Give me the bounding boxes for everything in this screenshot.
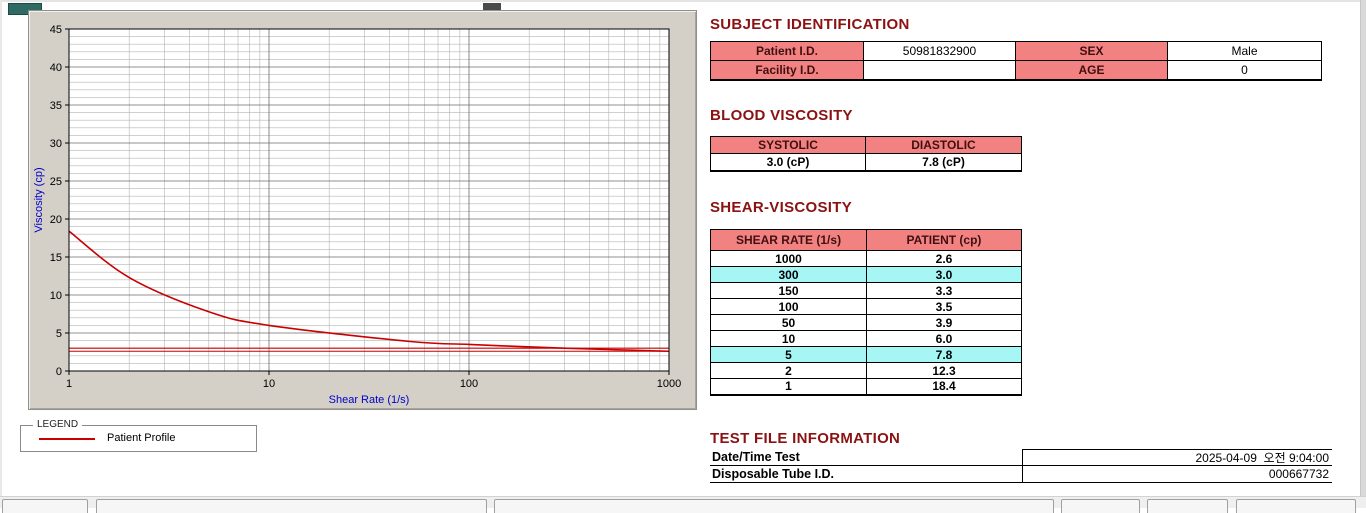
table-row: Facility I.D. AGE 0	[710, 60, 1322, 81]
partial-button-3[interactable]	[494, 499, 1054, 513]
subject-identification-heading: SUBJECT IDENTIFICATION	[710, 16, 910, 33]
subject-identification-table: Patient I.D. 50981832900 SEX Male Facili…	[710, 41, 1322, 81]
patient-cp-cell: 2.6	[866, 250, 1022, 267]
table-row: 2 12.3	[710, 362, 1022, 379]
shear-rate-cell: 50	[710, 314, 867, 331]
window-right-edge	[1360, 0, 1366, 508]
shear-rate-cell: 100	[710, 298, 867, 315]
diastolic-column-header: DIASTOLIC	[865, 136, 1022, 154]
table-row: 300 3.0	[710, 266, 1022, 283]
partial-button-6[interactable]	[1236, 499, 1356, 513]
svg-text:5: 5	[56, 328, 62, 340]
disposable-tube-id-value: 000667732	[1022, 466, 1332, 482]
table-row: 1 18.4	[710, 378, 1022, 395]
patient-cp-cell: 3.3	[866, 282, 1022, 299]
diastolic-value: 7.8 (cP)	[865, 153, 1022, 171]
partial-button-5[interactable]	[1147, 499, 1228, 513]
svg-text:30: 30	[50, 138, 62, 150]
svg-text:Viscosity (cp): Viscosity (cp)	[33, 167, 45, 232]
test-file-information-heading: TEST FILE INFORMATION	[710, 430, 901, 447]
legend-line-swatch	[39, 438, 95, 440]
patient-cp-cell: 18.4	[866, 378, 1022, 395]
systolic-value: 3.0 (cP)	[710, 153, 866, 171]
systolic-column-header: SYSTOLIC	[710, 136, 866, 154]
blood-viscosity-heading: BLOOD VISCOSITY	[710, 107, 853, 124]
table-row: Date/Time Test 2025-04-09 오전 9:04:00	[710, 449, 1332, 466]
patient-cp-cell: 7.8	[866, 346, 1022, 363]
window-left-edge	[0, 0, 2, 508]
shear-viscosity-heading: SHEAR-VISCOSITY	[710, 199, 853, 216]
blood-viscosity-table: SYSTOLIC DIASTOLIC 3.0 (cP) 7.8 (cP)	[710, 136, 1022, 172]
table-row: 150 3.3	[710, 282, 1022, 299]
svg-text:15: 15	[50, 252, 62, 264]
shear-rate-column-header: SHEAR RATE (1/s)	[710, 229, 867, 251]
age-label: AGE	[1015, 60, 1168, 81]
test-file-information-table: Date/Time Test 2025-04-09 오전 9:04:00 Dis…	[710, 449, 1332, 483]
table-row: 5 7.8	[710, 346, 1022, 363]
svg-text:1000: 1000	[657, 378, 681, 390]
patient-id-value: 50981832900	[863, 41, 1016, 61]
shear-rate-cell: 1	[710, 378, 867, 395]
patient-cp-cell: 12.3	[866, 362, 1022, 379]
svg-text:20: 20	[50, 214, 62, 226]
svg-text:1: 1	[66, 378, 72, 390]
shear-rate-cell: 1000	[710, 250, 867, 267]
age-value: 0	[1167, 60, 1322, 81]
shear-rate-cell: 10	[710, 330, 867, 347]
svg-text:25: 25	[50, 176, 62, 188]
patient-cp-cell: 3.0	[866, 266, 1022, 283]
svg-text:45: 45	[50, 24, 62, 36]
svg-text:35: 35	[50, 100, 62, 112]
viscosity-chart-panel: 0 5 10 15 20 25 30 35 40 45 1 10 100 1000 Shear Rate (…	[28, 10, 697, 410]
table-row: 100 3.5	[710, 298, 1022, 315]
chart-legend: LEGEND Patient Profile	[20, 419, 257, 452]
svg-text:Shear Rate (1/s): Shear Rate (1/s)	[329, 394, 410, 406]
svg-text:100: 100	[460, 378, 478, 390]
table-row: Disposable Tube I.D. 000667732	[710, 466, 1332, 483]
svg-text:0: 0	[56, 366, 62, 378]
bottom-toolbar	[0, 496, 1366, 513]
partial-button-1[interactable]	[2, 499, 88, 513]
patient-cp-cell: 3.5	[866, 298, 1022, 315]
facility-id-value	[863, 60, 1016, 81]
table-row: 50 3.9	[710, 314, 1022, 331]
shear-rate-cell: 2	[710, 362, 867, 379]
table-row: Patient I.D. 50981832900 SEX Male	[710, 41, 1322, 61]
table-row: 3.0 (cP) 7.8 (cP)	[710, 153, 1022, 171]
window-top-edge	[0, 0, 1366, 2]
svg-text:10: 10	[263, 378, 275, 390]
disposable-tube-id-label: Disposable Tube I.D.	[712, 467, 835, 481]
partial-button-4[interactable]	[1061, 499, 1140, 513]
table-row: 1000 2.6	[710, 250, 1022, 267]
svg-text:10: 10	[50, 290, 62, 302]
legend-series-label: Patient Profile	[107, 432, 176, 444]
shear-rate-cell: 150	[710, 282, 867, 299]
legend-title: LEGEND	[33, 419, 83, 430]
svg-text:40: 40	[50, 62, 62, 74]
partial-button-2[interactable]	[96, 499, 487, 513]
patient-cp-column-header: PATIENT (cp)	[866, 229, 1022, 251]
table-row: 10 6.0	[710, 330, 1022, 347]
sex-label: SEX	[1015, 41, 1168, 61]
shear-rate-cell: 5	[710, 346, 867, 363]
shear-rate-cell: 300	[710, 266, 867, 283]
patient-cp-cell: 6.0	[866, 330, 1022, 347]
patient-id-label: Patient I.D.	[710, 41, 864, 61]
viscosity-chart: 0 5 10 15 20 25 30 35 40 45 1 10 100 1000 Shear Rate (…	[33, 24, 681, 406]
table-row: SYSTOLIC DIASTOLIC	[710, 136, 1022, 154]
shear-viscosity-table: SHEAR RATE (1/s) PATIENT (cp) 1000 2.6 30…	[710, 229, 1022, 396]
table-header-row: SHEAR RATE (1/s) PATIENT (cp)	[710, 229, 1022, 251]
sex-value: Male	[1167, 41, 1322, 61]
date-time-test-label: Date/Time Test	[712, 450, 800, 464]
date-time-test-value: 2025-04-09 오전 9:04:00	[1022, 449, 1332, 465]
titlebar-center-fragment	[483, 3, 501, 13]
patient-cp-cell: 3.9	[866, 314, 1022, 331]
facility-id-label: Facility I.D.	[710, 60, 864, 81]
